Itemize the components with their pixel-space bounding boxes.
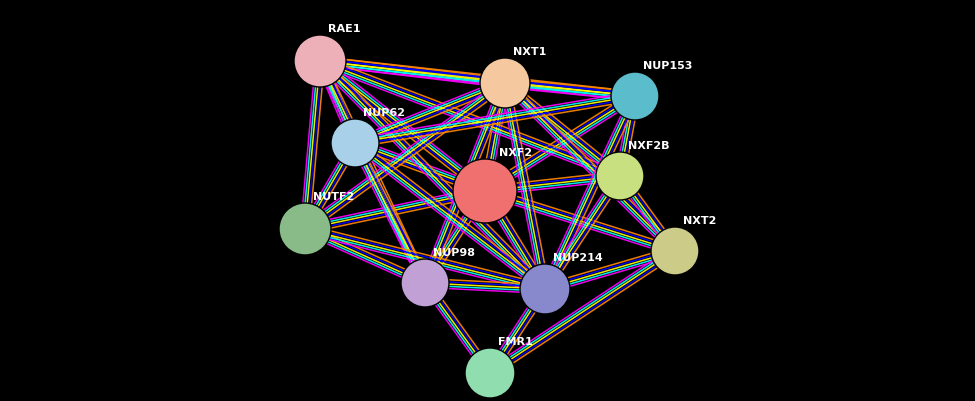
Circle shape — [596, 153, 644, 200]
Text: NUP153: NUP153 — [643, 61, 692, 71]
Circle shape — [401, 259, 449, 307]
Circle shape — [453, 160, 517, 223]
Text: NUP214: NUP214 — [553, 252, 603, 262]
Text: FMR1: FMR1 — [498, 336, 532, 346]
Text: NXF2B: NXF2B — [628, 141, 670, 151]
Text: NXT2: NXT2 — [683, 215, 717, 225]
Text: NXF2: NXF2 — [499, 148, 532, 158]
Circle shape — [279, 203, 331, 255]
Text: RAE1: RAE1 — [328, 24, 361, 34]
Text: NUP98: NUP98 — [433, 247, 475, 257]
Circle shape — [331, 120, 379, 168]
Text: NUP62: NUP62 — [363, 108, 405, 118]
Circle shape — [611, 73, 659, 121]
Text: NXT1: NXT1 — [513, 47, 546, 57]
Circle shape — [465, 348, 515, 398]
Circle shape — [520, 264, 570, 314]
Circle shape — [480, 59, 530, 109]
Circle shape — [294, 36, 346, 88]
Text: NUTF2: NUTF2 — [313, 192, 354, 201]
Circle shape — [651, 227, 699, 275]
